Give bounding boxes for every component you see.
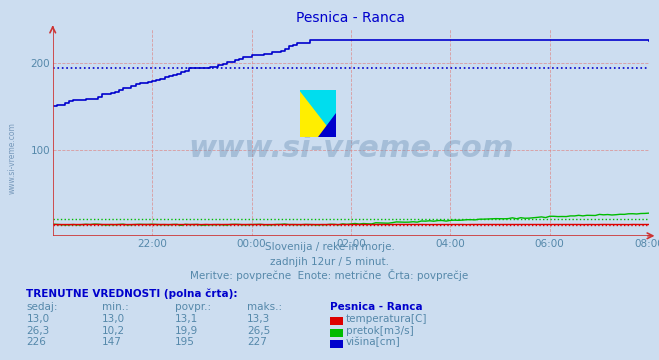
Text: temperatura[C]: temperatura[C]: [346, 314, 428, 324]
Text: min.:: min.:: [102, 302, 129, 312]
Text: Slovenija / reke in morje.: Slovenija / reke in morje.: [264, 242, 395, 252]
Text: povpr.:: povpr.:: [175, 302, 211, 312]
Text: www.si-vreme.com: www.si-vreme.com: [8, 122, 17, 194]
Text: 13,0: 13,0: [102, 314, 125, 324]
Text: 10,2: 10,2: [102, 326, 125, 336]
Text: 226: 226: [26, 337, 46, 347]
Polygon shape: [300, 90, 336, 137]
Text: 13,0: 13,0: [26, 314, 49, 324]
Text: www.si-vreme.com: www.si-vreme.com: [188, 134, 514, 163]
Text: 227: 227: [247, 337, 267, 347]
Text: 13,3: 13,3: [247, 314, 270, 324]
Text: višina[cm]: višina[cm]: [346, 337, 401, 347]
Text: 147: 147: [102, 337, 122, 347]
Text: 19,9: 19,9: [175, 326, 198, 336]
Text: 26,5: 26,5: [247, 326, 270, 336]
Text: Meritve: povprečne  Enote: metrične  Črta: povprečje: Meritve: povprečne Enote: metrične Črta:…: [190, 269, 469, 281]
Text: maks.:: maks.:: [247, 302, 282, 312]
Polygon shape: [300, 90, 336, 137]
Text: sedaj:: sedaj:: [26, 302, 58, 312]
Text: 195: 195: [175, 337, 194, 347]
Text: 26,3: 26,3: [26, 326, 49, 336]
Polygon shape: [318, 113, 336, 137]
Text: 13,1: 13,1: [175, 314, 198, 324]
Text: pretok[m3/s]: pretok[m3/s]: [346, 326, 414, 336]
Text: zadnjih 12ur / 5 minut.: zadnjih 12ur / 5 minut.: [270, 257, 389, 267]
Text: TRENUTNE VREDNOSTI (polna črta):: TRENUTNE VREDNOSTI (polna črta):: [26, 288, 238, 299]
Title: Pesnica - Ranca: Pesnica - Ranca: [297, 11, 405, 25]
Text: Pesnica - Ranca: Pesnica - Ranca: [330, 302, 422, 312]
